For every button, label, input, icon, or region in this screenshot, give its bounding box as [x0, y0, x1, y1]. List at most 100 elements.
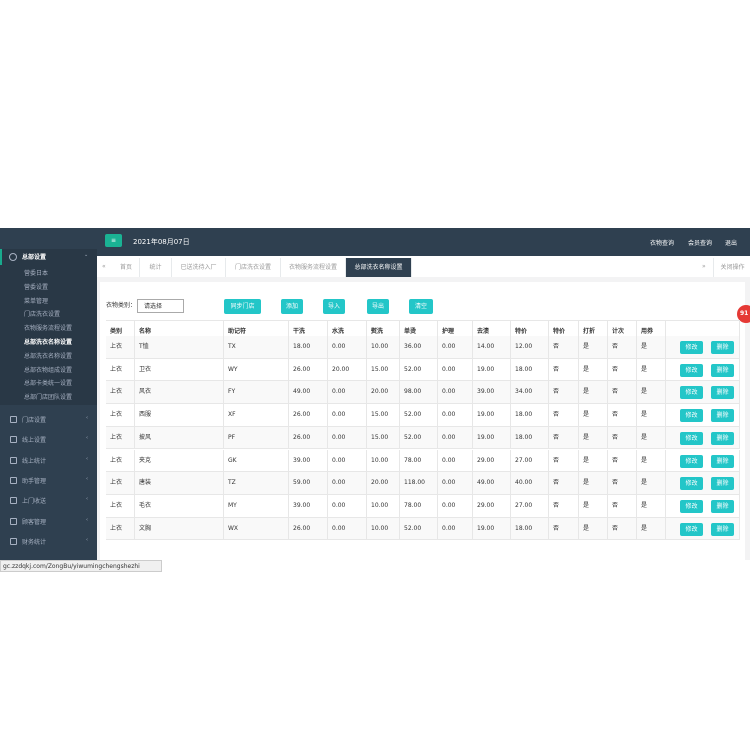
table-cell: 否 — [549, 426, 579, 450]
select[interactable]: 请选择 — [137, 299, 184, 313]
filter-button[interactable]: 添加 — [281, 299, 303, 314]
table-cell: 18.00 — [511, 517, 549, 541]
table-cell: 0.00 — [438, 404, 473, 427]
table-cell: 26.00 — [289, 426, 328, 450]
tab[interactable]: 衣物服务流程设置 — [281, 258, 346, 277]
sidebar-sub-item[interactable]: 菜单管理 — [24, 297, 49, 305]
table-cell: 98.00 — [400, 381, 438, 405]
table-cell: 19.00 — [473, 358, 511, 382]
table-cell: 是 — [579, 336, 608, 359]
delete-button[interactable]: 删除 — [711, 454, 734, 468]
edit-button[interactable]: 修改 — [680, 386, 703, 400]
table-cell: TX — [224, 336, 289, 359]
table-cell: 是 — [637, 426, 666, 450]
table-cell: 是 — [637, 517, 666, 541]
delete-button[interactable]: 删除 — [711, 386, 734, 400]
sidebar-sub-item[interactable]: 门店洗衣设置 — [24, 311, 61, 319]
edit-button[interactable]: 修改 — [680, 522, 703, 536]
table-cell: 0.00 — [438, 517, 473, 541]
tab[interactable]: 首页 — [113, 258, 140, 277]
tab[interactable]: 总部洗衣名称设置 — [346, 258, 412, 277]
table-cell: 否 — [549, 494, 579, 518]
table-cell: 是 — [579, 494, 608, 518]
active-group-marker — [0, 249, 97, 265]
sidebar-sub-item[interactable]: 总部卡类统一设置 — [24, 380, 73, 388]
delete-button[interactable]: 删除 — [711, 499, 734, 513]
sidebar-sub-item[interactable]: 营委设置 — [24, 283, 49, 291]
table-cell: 是 — [637, 358, 666, 382]
header-link[interactable]: 退出 — [725, 240, 738, 247]
sidebar-group[interactable]: 线上统计 — [22, 457, 47, 465]
sidebar-sub-item[interactable]: 总部衣物组成设置 — [24, 366, 73, 374]
table-cell: 否 — [549, 381, 579, 405]
edit-button[interactable]: 修改 — [680, 499, 703, 513]
table-cell: 52.00 — [400, 404, 438, 427]
table-cell: 0.00 — [328, 494, 367, 518]
sidebar-sub-item[interactable]: 营委日本 — [24, 270, 49, 277]
close-ops[interactable]: 关闭操作 — [713, 258, 750, 277]
sidebar-sub-item[interactable]: 总部洗衣名称设置 — [24, 352, 73, 360]
sidebar-group[interactable]: 线上设置 — [22, 437, 47, 445]
sidebar-sub-item[interactable]: 总部洗衣名称设置 — [24, 339, 73, 346]
edit-button[interactable]: 修改 — [680, 477, 703, 491]
chevron: ‹ — [86, 496, 88, 503]
filter-button[interactable]: 导出 — [367, 299, 389, 314]
delete-button[interactable]: 删除 — [711, 341, 734, 354]
filter-button[interactable]: 同步门店 — [224, 299, 261, 314]
table-cell: 唐装 — [135, 472, 224, 495]
table-cell: 0.00 — [438, 426, 473, 450]
table-cell: 36.00 — [400, 336, 438, 359]
table-cell: T恤 — [135, 336, 224, 359]
table-cell: 0.00 — [328, 426, 367, 450]
table-cell: 0.00 — [328, 472, 367, 495]
delete-button[interactable]: 删除 — [711, 477, 734, 491]
edit-button[interactable]: 修改 — [680, 341, 703, 354]
edit-button[interactable]: 修改 — [680, 409, 703, 423]
tab[interactable]: 门店洗衣设置 — [226, 258, 281, 277]
sidebar-group[interactable]: 顾客管理 — [22, 518, 47, 526]
table-cell: 否 — [608, 381, 637, 405]
table-cell: 12.00 — [511, 336, 549, 359]
menu-button[interactable]: ≡ — [105, 234, 122, 247]
table-cell: 0.00 — [328, 449, 367, 473]
header-link[interactable]: 会员查询 — [688, 240, 713, 247]
table-cell: 29.00 — [473, 449, 511, 473]
table-cell: 夹克 — [135, 449, 224, 473]
sidebar-group[interactable]: 助手管理 — [22, 477, 47, 485]
tab[interactable]: 已送洗待入厂 — [172, 258, 226, 277]
group-icon — [10, 517, 17, 525]
sidebar-group[interactable]: 财务统计 — [22, 538, 47, 546]
table-cell: 52.00 — [400, 517, 438, 541]
table-cell: 34.00 — [511, 381, 549, 405]
table-cell: GK — [224, 449, 289, 473]
table-cell: 西服 — [135, 404, 224, 427]
table-cell: 否 — [608, 358, 637, 382]
table-cell: 0.00 — [328, 404, 367, 427]
sidebar-sub-item[interactable]: 总部门店团队设置 — [24, 394, 73, 402]
sidebar-sub-item[interactable]: 衣物服务流程设置 — [24, 325, 73, 333]
delete-button[interactable]: 删除 — [711, 522, 734, 536]
table-cell: FY — [224, 381, 289, 405]
filter-button[interactable]: 导入 — [323, 299, 345, 314]
delete-button[interactable]: 删除 — [711, 431, 734, 445]
table-cell: 否 — [608, 449, 637, 473]
table-cell: 风衣 — [135, 381, 224, 405]
delete-button[interactable]: 删除 — [711, 409, 734, 423]
sidebar-group[interactable]: 上门收送 — [22, 498, 47, 506]
table-cell: 上衣 — [106, 404, 135, 427]
edit-button[interactable]: 修改 — [680, 363, 703, 377]
tab[interactable]: 统计 — [140, 258, 172, 277]
delete-button[interactable]: 删除 — [711, 363, 734, 377]
table-cell: 是 — [637, 472, 666, 495]
sidebar-group[interactable]: 门店设置 — [22, 417, 47, 424]
table-cell: 否 — [549, 472, 579, 495]
table-cell: 否 — [608, 472, 637, 495]
edit-button[interactable]: 修改 — [680, 431, 703, 445]
filter-button[interactable]: 清空 — [409, 299, 433, 314]
active-group[interactable]: 总部设置 — [22, 254, 47, 261]
table-cell: 毛衣 — [135, 494, 224, 518]
table-cell: 20.00 — [367, 472, 400, 495]
table-cell: 上衣 — [106, 426, 135, 450]
header-link[interactable]: 衣物查询 — [650, 240, 675, 247]
edit-button[interactable]: 修改 — [680, 454, 703, 468]
